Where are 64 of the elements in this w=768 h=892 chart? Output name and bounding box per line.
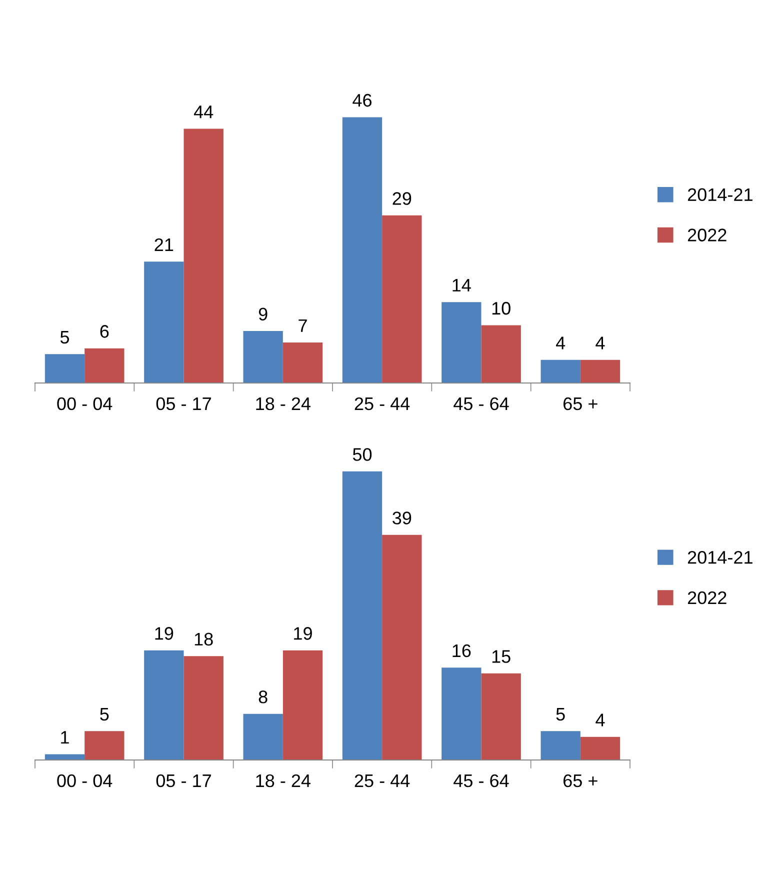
bar [481, 325, 521, 383]
bar [184, 656, 224, 760]
x-tick-label: 65 + [564, 774, 598, 788]
bar [243, 331, 283, 383]
data-label: 46 [352, 94, 372, 107]
data-label: 19 [294, 627, 312, 640]
bar [243, 714, 283, 760]
bar [382, 534, 422, 760]
data-label: 8 [258, 690, 268, 704]
bar [342, 471, 382, 760]
bar [282, 342, 323, 383]
data-label: 9 [258, 308, 268, 320]
x-tick-label: 18 - 24 [256, 774, 310, 788]
data-label: 14 [452, 278, 471, 292]
bar [382, 215, 422, 383]
bar [481, 673, 521, 760]
x-tick-label: 00 - 04 [57, 774, 112, 788]
legend-label: 2022 [688, 591, 726, 604]
data-label: 5 [60, 330, 70, 344]
bar [144, 650, 184, 760]
bar [44, 754, 85, 760]
bar [144, 262, 184, 383]
data-label: 19 [155, 627, 174, 640]
bar [84, 731, 124, 760]
data-label: 18 [194, 632, 213, 646]
legend-label: 2014-21 [688, 550, 752, 564]
data-label: 15 [492, 650, 510, 663]
data-label: 21 [154, 238, 174, 251]
x-tick-label: 25 - 44 [354, 774, 410, 788]
bar [84, 348, 124, 383]
data-label: 4 [596, 336, 605, 350]
x-tick-label: 05 - 17 [156, 397, 211, 410]
bar [342, 117, 382, 383]
data-label: 7 [298, 319, 307, 332]
bar [580, 736, 620, 760]
bar [184, 128, 224, 383]
data-label: 44 [194, 106, 214, 118]
legend-label: 2022 [688, 228, 726, 242]
x-tick-label: 18 - 24 [256, 397, 310, 410]
bar [540, 731, 580, 760]
bar [580, 360, 620, 383]
x-tick-label: 05 - 17 [156, 774, 211, 788]
bar [540, 360, 580, 383]
data-label: 39 [392, 512, 412, 524]
data-label: 16 [452, 644, 471, 658]
data-label: 5 [556, 708, 565, 721]
x-tick-label: 25 - 44 [354, 397, 410, 410]
x-tick-label: 45 - 64 [454, 774, 509, 788]
data-label: 1 [61, 731, 69, 744]
x-tick-label: 45 - 64 [454, 397, 509, 410]
x-tick-label: 65 + [564, 397, 598, 410]
data-label: 50 [352, 448, 372, 461]
bar [442, 668, 482, 760]
data-label: 4 [596, 714, 605, 726]
data-label: 5 [100, 708, 109, 721]
data-label: 10 [492, 302, 510, 315]
data-label: 4 [556, 336, 566, 350]
legend-label: 2014-21 [688, 188, 752, 202]
x-tick-label: 00 - 04 [57, 397, 112, 410]
data-label: 29 [392, 192, 412, 205]
bar [442, 302, 482, 383]
data-label: 6 [100, 325, 109, 338]
bar [44, 354, 85, 383]
bar [282, 650, 323, 760]
